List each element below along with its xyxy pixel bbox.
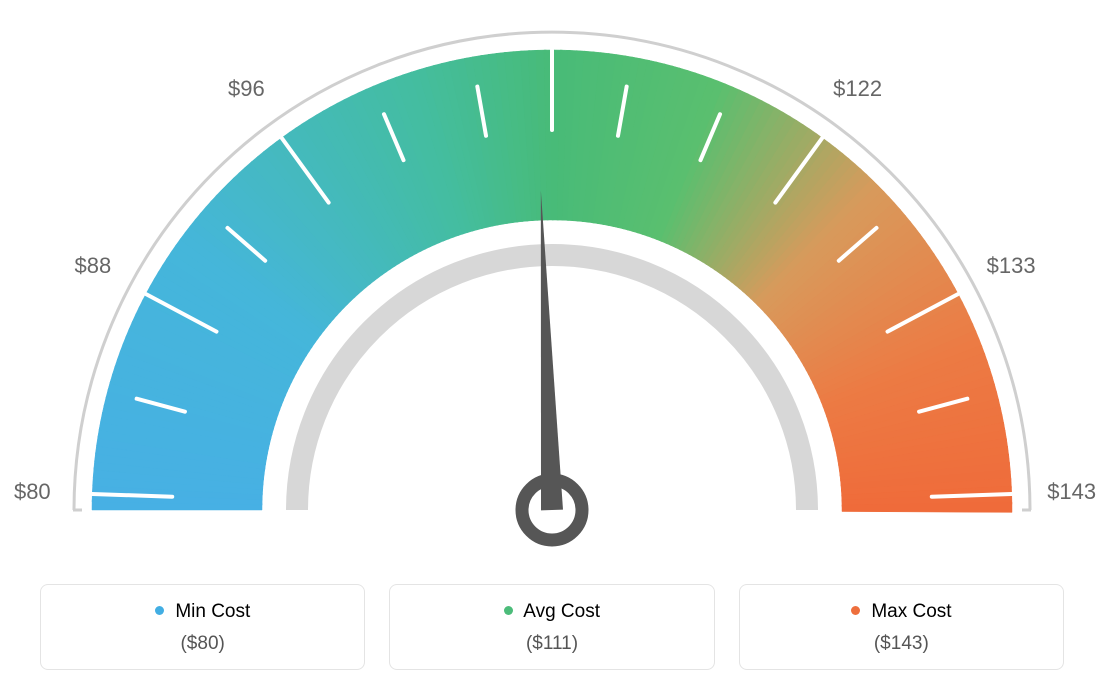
legend-title-max: Max Cost xyxy=(750,601,1053,623)
legend-value-avg: ($111) xyxy=(400,633,703,655)
gauge-tick-label: $143 xyxy=(1047,479,1096,505)
legend-value-min: ($80) xyxy=(51,633,354,655)
legend-label-min: Min Cost xyxy=(175,601,250,622)
dot-icon-min xyxy=(155,606,164,615)
legend-label-max: Max Cost xyxy=(871,601,951,622)
gauge-tick-label: $111 xyxy=(529,0,575,3)
gauge-tick-label: $122 xyxy=(833,76,882,102)
legend-label-avg: Avg Cost xyxy=(523,601,600,622)
gauge-svg xyxy=(0,0,1104,560)
gauge-tick-label: $88 xyxy=(75,253,112,279)
gauge-tick-label: $96 xyxy=(228,76,265,102)
gauge-needle xyxy=(541,190,563,510)
legend-card-min: Min Cost ($80) xyxy=(40,584,365,670)
legend-title-avg: Avg Cost xyxy=(400,601,703,623)
gauge-tick-label: $133 xyxy=(987,253,1036,279)
gauge-chart: $80 $88 $96 $111 $122 $133 $143 xyxy=(0,0,1104,560)
legend-title-min: Min Cost xyxy=(51,601,354,623)
legend-card-avg: Avg Cost ($111) xyxy=(389,584,714,670)
legend-card-max: Max Cost ($143) xyxy=(739,584,1064,670)
dot-icon-avg xyxy=(504,606,513,615)
dot-icon-max xyxy=(851,606,860,615)
gauge-tick-label: $80 xyxy=(14,479,51,505)
legend-row: Min Cost ($80) Avg Cost ($111) Max Cost … xyxy=(40,584,1064,670)
legend-value-max: ($143) xyxy=(750,633,1053,655)
